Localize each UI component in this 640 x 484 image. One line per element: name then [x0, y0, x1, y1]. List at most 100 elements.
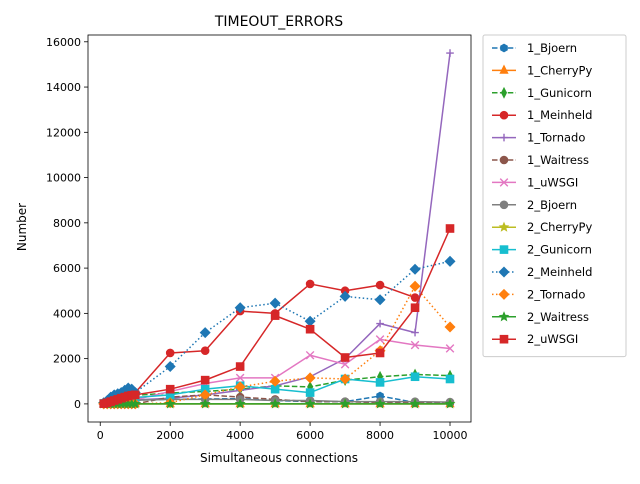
legend-item: 2_Tornado [492, 287, 585, 301]
x-tick-label: 0 [97, 429, 104, 442]
legend-label: 1_uWSGI [527, 175, 578, 189]
legend-box [482, 34, 627, 358]
data-point [445, 224, 455, 233]
data-point [340, 353, 350, 362]
data-point [410, 372, 420, 382]
legend-marker [498, 311, 510, 322]
data-point [199, 398, 211, 409]
y-tick-label: 6000 [53, 262, 81, 275]
data-point [375, 280, 385, 290]
y-tick-label: 16000 [46, 36, 81, 49]
legend-item: 1_Waitress [492, 153, 589, 167]
legend-item: 2_CherryPy [492, 220, 592, 234]
data-point [409, 398, 421, 409]
data-point [270, 311, 280, 320]
legend-item: 2_Gunicorn [492, 243, 592, 257]
data-point [304, 398, 316, 409]
legend-marker [498, 221, 510, 232]
data-point [305, 388, 315, 397]
legend-marker [498, 266, 510, 278]
x-tick-label: 6000 [296, 429, 324, 442]
data-point [234, 302, 246, 314]
data-point [305, 279, 315, 289]
legend-marker [499, 334, 509, 344]
legend-item: 2_Bjoern [492, 198, 577, 212]
legend-item: 1_Bjoern [492, 41, 577, 55]
x-tick-label: 10000 [433, 429, 468, 442]
data-point [409, 280, 421, 292]
axes-frame [87, 34, 472, 423]
y-tick-label: 0 [74, 398, 81, 411]
legend: 1_Bjoern 1_CherryPy 1_Gunicorn 1_Meinheld 1_… [482, 34, 627, 358]
legend-item: 1_Meinheld [492, 108, 592, 122]
data-point [339, 373, 351, 385]
data-point [304, 372, 316, 384]
data-point [411, 328, 419, 337]
data-point [199, 327, 211, 339]
y-tick-label: 2000 [53, 353, 81, 366]
legend-label: 2_Gunicorn [527, 243, 592, 257]
y-tick-label: 12000 [46, 126, 81, 139]
legend-label: 1_Gunicorn [527, 86, 592, 100]
legend-label: 1_Bjoern [527, 41, 577, 55]
data-point [164, 398, 176, 409]
data-point [165, 348, 175, 358]
legend-marker [499, 245, 509, 254]
legend-label: 2_Bjoern [527, 198, 577, 212]
plot-area: 0 2000 4000 6000 8000 10000 0 2000 4000 6000 8000 1… [46, 34, 472, 442]
y-tick-label: 14000 [46, 81, 81, 94]
legend-item: 1_Tornado [492, 131, 585, 145]
legend-label: 2_uWSGI [527, 332, 578, 346]
data-point [164, 361, 176, 373]
data-point [444, 398, 456, 409]
data-point [374, 398, 386, 409]
series-2-uwsgi [99, 224, 455, 408]
legend-marker [500, 133, 508, 142]
legend-marker [499, 155, 509, 165]
legend-item: 1_Gunicorn [492, 86, 592, 100]
chart-title: TIMEOUT_ERRORS [214, 14, 343, 30]
data-point [200, 375, 210, 385]
data-point [445, 344, 455, 353]
legend-marker [500, 43, 508, 53]
legend-marker [499, 64, 509, 74]
x-tick-label: 8000 [366, 429, 394, 442]
y-axis-label: Number [15, 203, 29, 251]
legend-marker [500, 86, 508, 99]
y-tick-label: 8000 [53, 217, 81, 230]
data-point [445, 374, 455, 384]
data-point [339, 398, 351, 409]
legend-label: 1_Tornado [527, 131, 585, 145]
data-point [234, 398, 246, 409]
data-point [376, 319, 384, 328]
data-point [305, 324, 315, 334]
legend-item: 1_CherryPy [492, 63, 592, 77]
legend-marker [499, 110, 509, 120]
legend-label: 2_Waitress [527, 310, 589, 324]
legend-label: 1_CherryPy [527, 63, 592, 77]
legend-marker [499, 178, 509, 187]
data-point [235, 362, 245, 371]
x-tick-label: 4000 [226, 429, 254, 442]
data-point [235, 373, 245, 383]
data-point [446, 49, 454, 57]
legend-label: 1_Meinheld [527, 108, 592, 122]
data-point [129, 398, 141, 409]
legend-marker [499, 200, 509, 210]
legend-label: 2_Tornado [527, 287, 585, 301]
data-point [269, 297, 281, 309]
legend-label: 2_CherryPy [527, 220, 592, 234]
data-point [375, 348, 385, 358]
data-point [375, 335, 385, 344]
data-point [444, 321, 456, 333]
legend-marker [498, 288, 510, 300]
data-point [165, 384, 175, 394]
legend-item: 1_uWSGI [492, 175, 578, 189]
legend-item: 2_Waitress [492, 310, 589, 324]
x-axis-label: Simultaneous connections [200, 451, 358, 465]
data-point [234, 381, 246, 393]
data-point [410, 303, 420, 313]
y-tick-label: 10000 [46, 172, 81, 185]
legend-label: 2_Meinheld [527, 265, 592, 279]
